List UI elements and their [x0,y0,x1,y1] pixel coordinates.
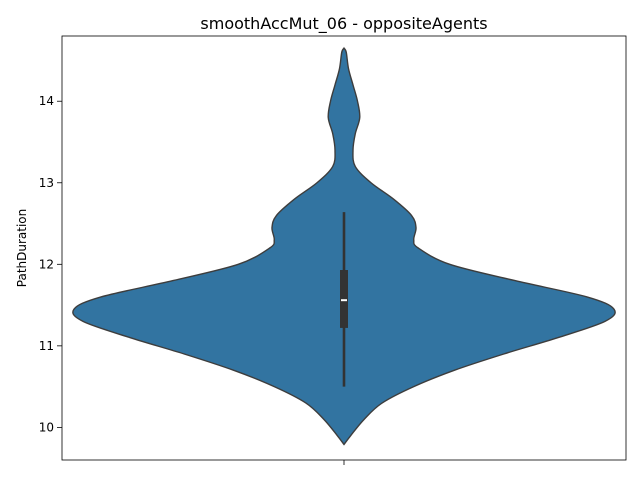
y-tick-label: 12 [39,257,54,271]
y-tick-label: 11 [39,339,54,353]
iqr-box [340,270,348,328]
y-tick-label: 10 [39,420,54,434]
y-tick-label: 13 [39,176,54,190]
y-axis-ticks: 10 11 12 13 14 [39,94,62,434]
y-tick-label: 14 [39,94,54,108]
plot-area [72,46,616,446]
y-axis-label: PathDuration [15,209,29,287]
chart-title: smoothAccMut_06 - oppositeAgents [200,14,487,34]
